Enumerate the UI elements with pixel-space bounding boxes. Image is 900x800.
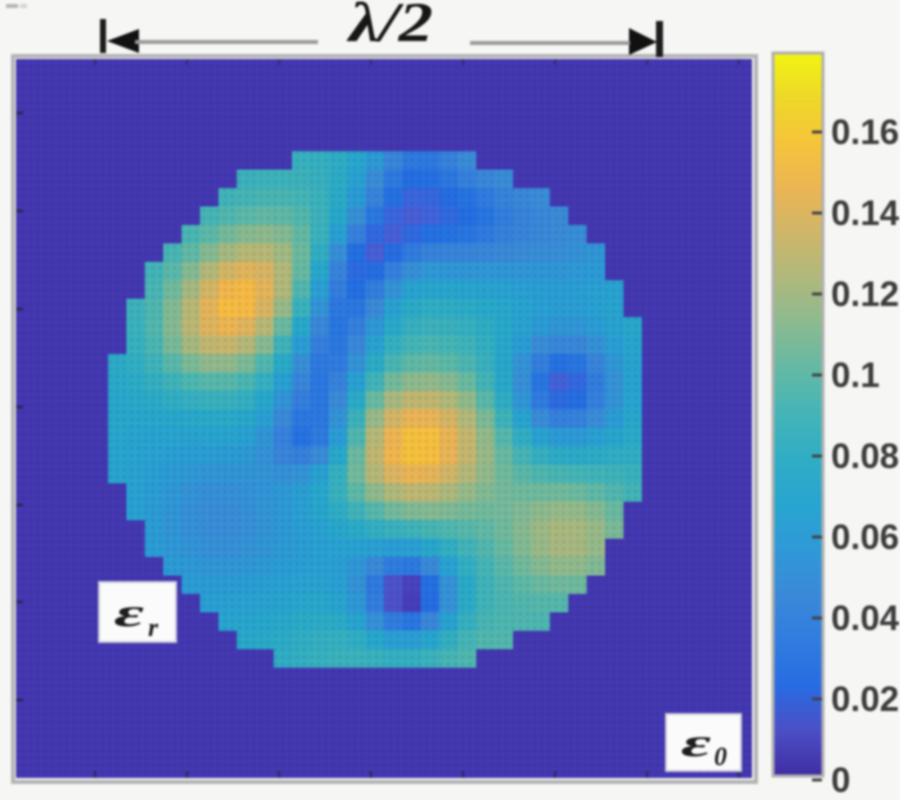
svg-text:0.1: 0.1 bbox=[831, 356, 880, 395]
svg-text:0: 0 bbox=[831, 761, 850, 800]
svg-text:0.02: 0.02 bbox=[831, 680, 899, 719]
svg-text:0: 0 bbox=[714, 742, 727, 771]
svg-text:0.08: 0.08 bbox=[831, 437, 899, 476]
svg-text:ε: ε bbox=[681, 720, 712, 765]
svg-text:0.04: 0.04 bbox=[831, 599, 900, 638]
svg-text:0.12: 0.12 bbox=[831, 275, 899, 314]
svg-text:0.06: 0.06 bbox=[831, 518, 899, 557]
svg-text:0.14: 0.14 bbox=[831, 194, 900, 233]
svg-text:r: r bbox=[148, 613, 159, 642]
svg-text:λ/2: λ/2 bbox=[347, 0, 433, 54]
svg-text:0.16: 0.16 bbox=[831, 113, 899, 152]
svg-text:ε: ε bbox=[114, 590, 145, 635]
